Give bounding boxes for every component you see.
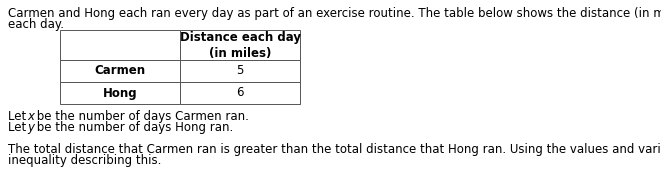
Bar	[180, 30, 300, 60]
Text: Carmen and Hong each ran every day as part of an exercise routine. The table bel: Carmen and Hong each ran every day as pa…	[8, 7, 661, 20]
Bar	[60, 82, 180, 104]
Bar	[180, 60, 300, 82]
Text: Let: Let	[8, 121, 30, 134]
Bar	[180, 82, 300, 104]
Text: each day.: each day.	[8, 18, 64, 31]
Text: x: x	[27, 110, 34, 123]
Text: The total distance that Carmen ran is greater than the total distance that Hong : The total distance that Carmen ran is gr…	[8, 143, 661, 156]
Bar	[60, 30, 180, 60]
Text: Distance each day
(in miles): Distance each day (in miles)	[180, 30, 301, 59]
Text: be the number of days Hong ran.: be the number of days Hong ran.	[33, 121, 233, 134]
Text: inequality describing this.: inequality describing this.	[8, 154, 161, 167]
Text: y: y	[27, 121, 34, 134]
Text: 5: 5	[237, 64, 244, 78]
Bar	[60, 60, 180, 82]
Text: Hong: Hong	[102, 86, 137, 100]
Text: be the number of days Carmen ran.: be the number of days Carmen ran.	[33, 110, 249, 123]
Text: Carmen: Carmen	[95, 64, 145, 78]
Text: 6: 6	[236, 86, 244, 100]
Text: Let: Let	[8, 110, 30, 123]
